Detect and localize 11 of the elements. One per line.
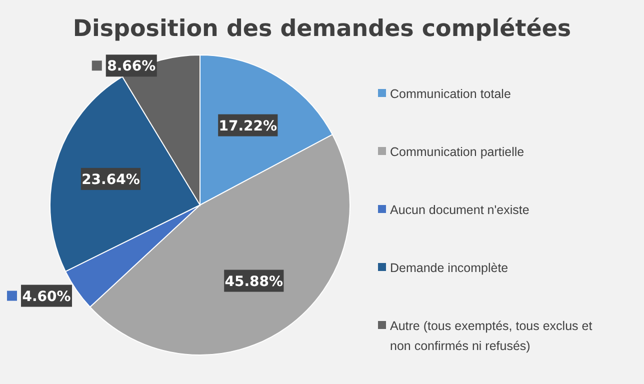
data-label: 45.88% xyxy=(224,274,284,290)
legend-label: Aucun document n'existe xyxy=(390,203,530,217)
legend-label: Demande incomplète xyxy=(390,261,508,275)
legend-label: Autre (tous exemptés, tous exclus et non confirmés ni refusés) xyxy=(390,319,593,353)
data-label: 8.66% xyxy=(107,58,156,75)
chart-title: Disposition des demandes complétées xyxy=(72,16,572,42)
data-label: 4.60% xyxy=(22,288,71,305)
data-label: 17.22% xyxy=(218,118,278,134)
data-label: 23.64% xyxy=(82,172,140,188)
legend-label: Communication totale xyxy=(390,87,511,101)
legend-label: Communication partielle xyxy=(390,145,524,159)
